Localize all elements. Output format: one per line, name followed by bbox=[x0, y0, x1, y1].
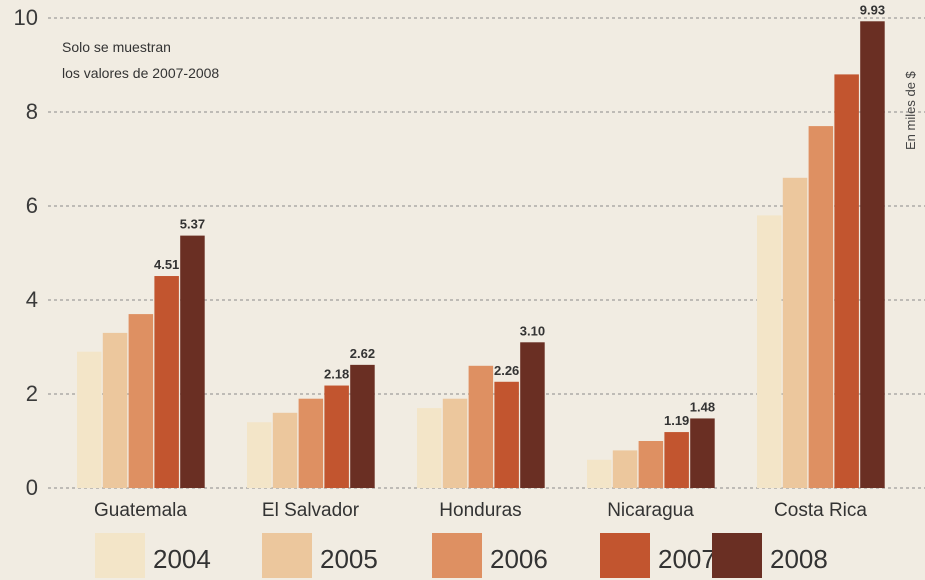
bars bbox=[77, 21, 885, 489]
bar-2004 bbox=[417, 408, 442, 488]
y-tick-label: 10 bbox=[14, 5, 38, 30]
y-tick-label: 8 bbox=[26, 99, 38, 124]
legend-item-2008: 2008 bbox=[712, 533, 828, 578]
chart-note-line-2: los valores de 2007-2008 bbox=[62, 65, 219, 81]
bar-2006 bbox=[468, 365, 494, 488]
bar-2007 bbox=[494, 381, 519, 488]
x-category-label: Honduras bbox=[439, 500, 521, 521]
bar-2008 bbox=[520, 342, 545, 488]
legend-swatch bbox=[432, 533, 482, 578]
bar-group-costa-rica bbox=[757, 21, 885, 489]
data-label-2007: 2.26 bbox=[494, 363, 519, 378]
bar-2007 bbox=[664, 432, 689, 488]
y-tick-label: 4 bbox=[26, 287, 38, 312]
bar-2004 bbox=[757, 215, 782, 488]
bar-2004 bbox=[77, 351, 102, 488]
legend-item-2004: 2004 bbox=[95, 533, 211, 578]
data-label-2007: 4.51 bbox=[154, 257, 179, 272]
x-category-label: El Salvador bbox=[262, 500, 360, 521]
data-label-2008: 3.10 bbox=[520, 323, 545, 338]
bar-group-honduras bbox=[417, 342, 545, 488]
legend-swatch bbox=[262, 533, 312, 578]
legend-label: 2007 bbox=[658, 544, 716, 574]
legend-swatch bbox=[712, 533, 762, 578]
bar-group-el-salvador bbox=[247, 364, 375, 488]
legend-label: 2006 bbox=[490, 544, 548, 574]
bar-2004 bbox=[587, 459, 612, 488]
bar-2006 bbox=[298, 398, 324, 488]
bar-2007 bbox=[154, 276, 179, 488]
legend-swatch bbox=[600, 533, 650, 578]
y-axis-ticks: 0 2 4 6 8 10 bbox=[14, 5, 38, 500]
legend-item-2005: 2005 bbox=[262, 533, 378, 578]
bar-2005 bbox=[272, 412, 298, 488]
data-label-2008: 9.93 bbox=[860, 2, 885, 17]
x-category-label: Guatemala bbox=[94, 500, 187, 521]
x-category-label: Nicaragua bbox=[607, 500, 694, 521]
legend-label: 2005 bbox=[320, 544, 378, 574]
legend-label: 2004 bbox=[153, 544, 211, 574]
bar-2006 bbox=[128, 314, 154, 488]
data-label-2007: 2.18 bbox=[324, 367, 349, 382]
data-labels: 4.51 5.37 2.182.62 2.26 3.10 1.191.48 9.93 bbox=[154, 2, 885, 428]
data-label-2008: 2.62 bbox=[350, 346, 375, 361]
bar-2006 bbox=[808, 126, 834, 488]
data-label-2008: 1.48 bbox=[690, 399, 715, 414]
y-tick-label: 2 bbox=[26, 381, 38, 406]
bar-2005 bbox=[782, 177, 808, 489]
bar-2005 bbox=[102, 332, 128, 488]
bar-2008 bbox=[180, 235, 205, 488]
y-tick-label: 6 bbox=[26, 193, 38, 218]
legend-label: 2008 bbox=[770, 544, 828, 574]
data-label-2008: 5.37 bbox=[180, 217, 205, 232]
bar-2006 bbox=[638, 441, 664, 488]
bar-2007 bbox=[324, 385, 349, 488]
bar-2005 bbox=[612, 450, 638, 488]
data-label-2007: 1.19 bbox=[664, 413, 689, 428]
bar-2005 bbox=[442, 398, 468, 488]
bar-2008 bbox=[860, 21, 885, 488]
x-category-label: Costa Rica bbox=[774, 500, 867, 521]
legend-item-2006: 2006 bbox=[432, 533, 548, 578]
chart-note-line-1: Solo se muestran bbox=[62, 39, 171, 55]
x-axis-categories: Guatemala El Salvador Honduras Nicaragua Cos… bbox=[94, 500, 867, 521]
legend-item-2007: 2007 bbox=[600, 533, 716, 578]
bar-group-guatemala bbox=[77, 235, 205, 488]
legend-swatch bbox=[95, 533, 145, 578]
y-tick-label: 0 bbox=[26, 475, 38, 500]
bar-2008 bbox=[350, 364, 375, 488]
bar-group-nicaragua bbox=[587, 418, 715, 488]
legend: 2004 2005 2006 2007 2008 bbox=[95, 533, 828, 578]
bar-2004 bbox=[247, 422, 272, 488]
bar-2008 bbox=[690, 418, 715, 488]
y-axis-unit-label: En miles de $ bbox=[903, 70, 918, 150]
bar-2007 bbox=[834, 74, 859, 489]
